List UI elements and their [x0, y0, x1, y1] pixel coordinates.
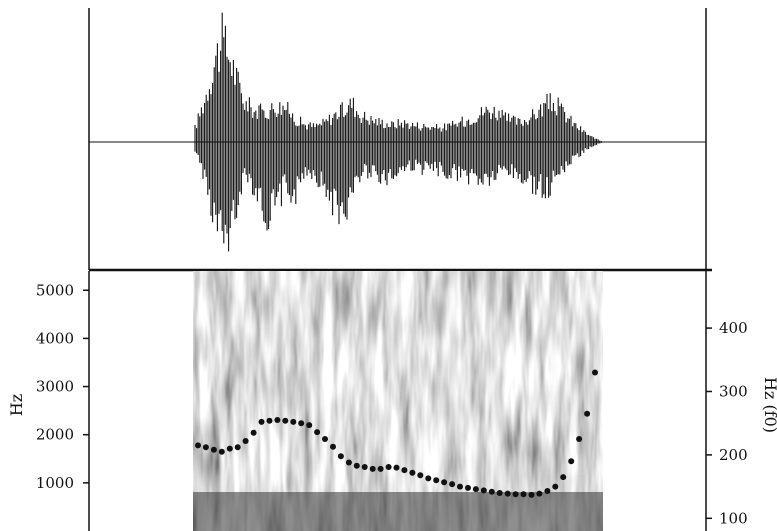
right-tick-label: 400	[719, 319, 748, 337]
f0-point	[480, 487, 487, 494]
right-tick-label: 200	[719, 446, 748, 464]
f0-point	[202, 444, 209, 451]
f0-point	[330, 443, 336, 450]
f0-point	[449, 481, 456, 488]
f0-point	[425, 475, 432, 482]
left-tick-label: 3000	[36, 378, 74, 396]
f0-point	[496, 490, 503, 496]
f0-point	[353, 462, 360, 469]
f0-point	[298, 420, 305, 427]
f0-point	[520, 491, 527, 498]
spectrogram-image	[193, 271, 603, 531]
f0-point	[266, 417, 273, 424]
f0-point	[409, 469, 416, 476]
f0-point	[210, 446, 217, 453]
waveform-trace	[194, 12, 602, 252]
f0-point	[576, 436, 583, 442]
right-tick-label: 300	[719, 382, 748, 400]
f0-point	[345, 459, 352, 466]
left-tick-label: 5000	[36, 281, 74, 299]
f0-point	[592, 369, 598, 376]
f0-point	[393, 464, 400, 471]
f0-point	[584, 410, 591, 417]
right-axis-title: Hz (f0)	[761, 377, 777, 433]
f0-point	[441, 479, 448, 486]
f0-point	[504, 490, 511, 497]
left-tick-label: 2000	[36, 426, 74, 444]
f0-point	[433, 477, 440, 484]
f0-point	[552, 483, 559, 490]
f0-point	[568, 458, 575, 465]
f0-point	[472, 486, 479, 493]
f0-point	[361, 464, 368, 470]
f0-point	[536, 490, 543, 497]
f0-point	[242, 438, 249, 444]
f0-point	[195, 442, 201, 449]
f0-point	[314, 429, 321, 436]
f0-contour	[195, 369, 598, 498]
left-tick-label: 4000	[36, 329, 74, 347]
f0-point	[369, 465, 376, 472]
waveform-path	[194, 12, 602, 252]
f0-point	[218, 448, 225, 455]
f0-point	[560, 474, 567, 481]
f0-point	[282, 417, 289, 424]
f0-point	[274, 417, 281, 423]
f0-point	[234, 444, 241, 451]
f0-point	[337, 453, 344, 460]
f0-point	[258, 418, 265, 425]
f0-point	[290, 418, 297, 425]
f0-point	[512, 491, 519, 498]
waveform-panel	[88, 8, 707, 270]
left-axis-title: Hz	[7, 394, 26, 416]
f0-point	[528, 491, 535, 498]
f0-point	[385, 464, 392, 470]
right-axis-ticks: 100 200 300 400	[706, 319, 748, 527]
left-tick-label: 1000	[36, 474, 74, 492]
f0-point	[306, 422, 313, 429]
f0-point	[417, 472, 424, 479]
f0-point	[457, 483, 463, 490]
f0-point	[465, 484, 471, 491]
f0-point	[488, 488, 495, 495]
f0-point	[322, 436, 328, 442]
right-tick-label: 100	[719, 509, 748, 527]
f0-point	[377, 465, 384, 472]
spectrogram-low-band	[193, 492, 603, 531]
f0-point	[401, 467, 408, 474]
spectrogram-panel: 1000 2000 3000 4000 5000 100 200 300 400 Hz Hz …	[7, 271, 777, 531]
left-axis-ticks: 1000 2000 3000 4000 5000	[36, 281, 89, 492]
f0-point	[250, 429, 257, 436]
f0-point	[544, 488, 551, 494]
f0-point	[226, 445, 233, 452]
